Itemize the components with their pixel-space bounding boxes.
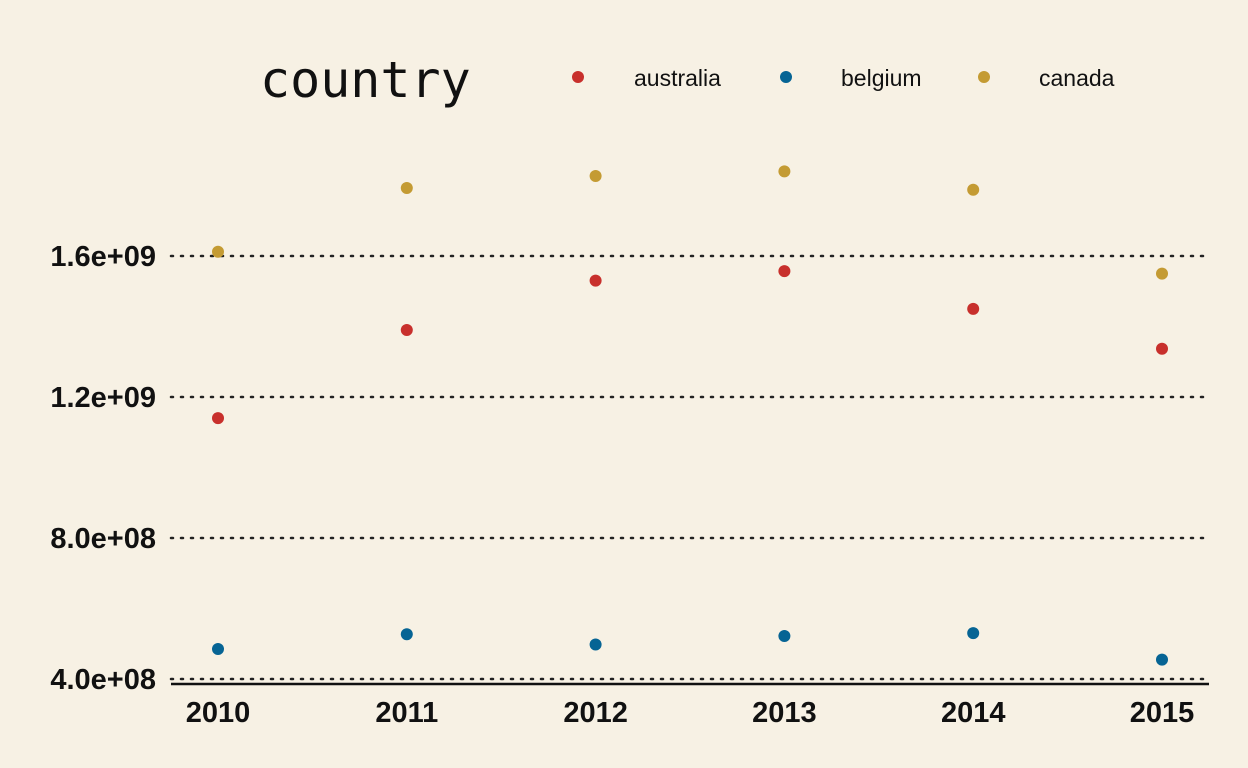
x-tick-label: 2011 [375,697,438,729]
x-tick-label: 2013 [752,697,817,729]
legend-marker-australia [572,71,584,83]
series-canada [212,165,1168,280]
data-point-canada [400,181,413,194]
data-point-canada [1156,267,1168,280]
data-point-belgium [400,628,413,641]
data-point-canada [778,165,791,178]
y-tick-label: 1.6e+09 [50,241,156,273]
data-point-belgium [778,629,791,642]
data-point-belgium [589,638,602,651]
legend-label-canada: canada [1039,65,1115,91]
x-tick-label: 2010 [186,697,251,729]
data-point-australia [400,324,413,337]
x-axis: 2010 2011 2012 2013 2014 2015 [186,697,1195,729]
legend: country australia belgium canada [260,51,1115,109]
y-tick-label: 8.0e+08 [50,523,156,555]
data-point-australia [1156,342,1168,355]
series-belgium [212,627,1168,666]
data-points [212,165,1168,666]
data-point-australia [967,302,980,315]
x-tick-label: 2014 [941,697,1006,729]
gridlines [169,254,1211,681]
data-point-belgium [212,643,224,656]
data-point-belgium [1156,653,1168,666]
data-point-canada [967,183,980,196]
y-tick-label: 4.0e+08 [50,664,156,696]
data-point-canada [212,245,224,258]
legend-marker-belgium [780,71,792,83]
data-point-australia [589,274,602,287]
data-point-belgium [967,627,980,640]
data-point-canada [589,169,602,182]
legend-title: country [260,51,471,109]
data-point-australia [212,412,224,425]
series-australia [212,265,1168,425]
legend-label-belgium: belgium [841,65,922,91]
legend-item-belgium: belgium [780,65,922,91]
legend-item-australia: australia [572,65,721,91]
data-point-australia [778,265,791,278]
legend-marker-canada [978,71,990,83]
x-tick-label: 2015 [1130,697,1195,729]
legend-item-canada: canada [978,65,1115,91]
legend-label-australia: australia [634,65,721,91]
x-tick-label: 2012 [563,697,628,729]
y-tick-label: 1.2e+09 [50,382,156,414]
y-axis: 4.0e+08 8.0e+08 1.2e+09 1.6e+09 [50,241,156,696]
